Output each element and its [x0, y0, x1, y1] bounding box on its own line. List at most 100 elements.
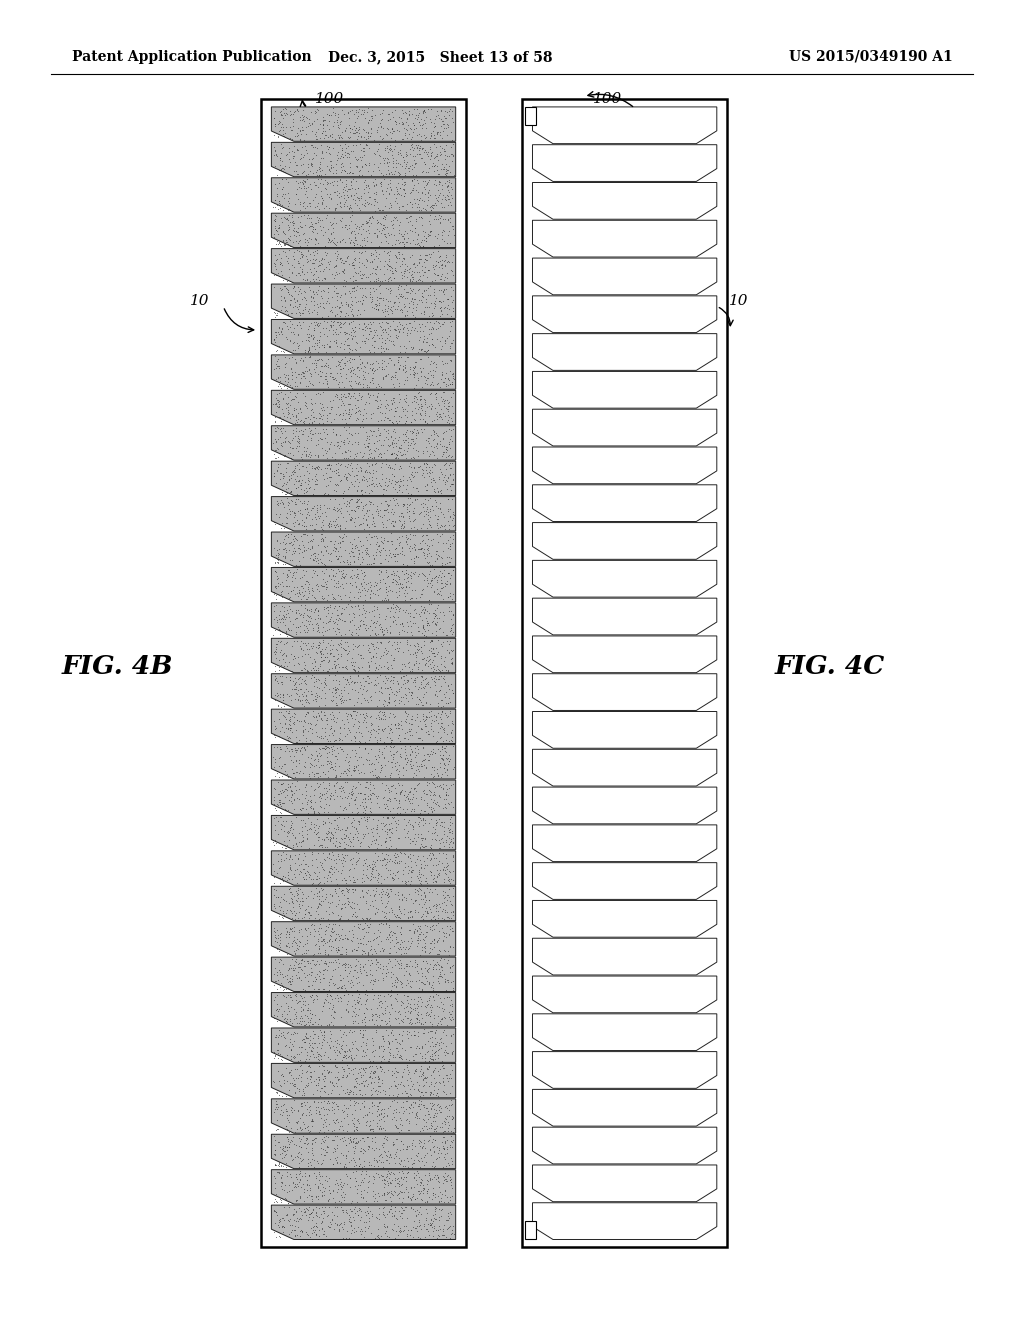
Point — [410, 370, 426, 391]
Point — [386, 851, 402, 873]
Point — [324, 1130, 340, 1151]
Point — [353, 1085, 370, 1106]
Point — [330, 516, 346, 537]
Point — [332, 1019, 348, 1040]
Point — [383, 256, 399, 277]
Point — [284, 780, 300, 801]
Point — [372, 1015, 388, 1036]
Point — [411, 969, 427, 990]
Point — [268, 862, 285, 883]
Point — [289, 125, 305, 147]
Point — [328, 1110, 344, 1131]
Point — [384, 301, 400, 322]
Point — [369, 226, 385, 247]
Point — [342, 141, 358, 162]
Point — [428, 830, 444, 851]
Point — [390, 458, 407, 479]
Point — [358, 428, 375, 449]
Point — [344, 271, 360, 292]
Point — [301, 1014, 317, 1035]
Point — [365, 99, 381, 120]
Point — [385, 1184, 401, 1205]
Point — [294, 949, 310, 970]
Point — [278, 714, 294, 735]
Point — [326, 1102, 342, 1123]
Point — [330, 894, 346, 915]
Point — [415, 829, 431, 850]
Point — [439, 1121, 456, 1142]
Point — [348, 154, 365, 176]
Point — [374, 271, 390, 292]
Point — [411, 863, 427, 884]
Point — [287, 904, 303, 925]
Point — [308, 1127, 325, 1148]
Point — [437, 863, 454, 884]
Point — [348, 968, 365, 989]
Point — [296, 362, 312, 383]
Point — [318, 931, 335, 952]
Point — [310, 457, 327, 478]
Point — [431, 894, 447, 915]
Point — [371, 445, 387, 466]
Point — [346, 447, 362, 469]
Point — [387, 1175, 403, 1196]
Point — [306, 504, 323, 525]
Point — [360, 363, 377, 384]
Point — [338, 824, 354, 845]
Point — [436, 576, 453, 597]
Point — [319, 1119, 336, 1140]
Point — [344, 983, 360, 1005]
Point — [369, 531, 385, 552]
Point — [404, 437, 421, 458]
Point — [408, 1044, 424, 1065]
Point — [271, 1104, 288, 1125]
Point — [420, 673, 436, 694]
Point — [342, 610, 358, 631]
Point — [410, 381, 426, 403]
Point — [362, 587, 379, 609]
Point — [426, 409, 442, 430]
Point — [354, 479, 371, 500]
Point — [391, 599, 408, 620]
Point — [424, 623, 440, 644]
Point — [429, 1040, 445, 1061]
Point — [301, 1105, 317, 1126]
Point — [392, 211, 409, 232]
Point — [287, 568, 303, 589]
Point — [321, 597, 337, 618]
Point — [347, 444, 364, 465]
Point — [439, 176, 456, 197]
Point — [279, 329, 295, 350]
Point — [418, 709, 434, 730]
Point — [414, 207, 430, 228]
Point — [412, 403, 428, 424]
Point — [373, 1010, 389, 1031]
Point — [417, 198, 433, 219]
Point — [369, 818, 385, 840]
Point — [420, 172, 436, 193]
Point — [271, 737, 288, 758]
Point — [442, 907, 459, 928]
Point — [331, 1068, 347, 1089]
Point — [427, 471, 443, 492]
Point — [428, 496, 444, 517]
Point — [331, 727, 347, 748]
Point — [332, 286, 348, 308]
Point — [307, 219, 324, 240]
Point — [280, 718, 296, 739]
Point — [307, 1069, 324, 1090]
Point — [384, 387, 400, 408]
Point — [310, 213, 327, 234]
Point — [431, 545, 447, 566]
Point — [412, 1133, 428, 1154]
Point — [291, 1197, 307, 1218]
Point — [421, 779, 437, 800]
Point — [432, 810, 449, 832]
Point — [390, 429, 407, 450]
Point — [299, 1068, 315, 1089]
Point — [338, 294, 354, 315]
Point — [422, 98, 438, 119]
Point — [370, 899, 386, 920]
Point — [292, 1170, 308, 1191]
Point — [313, 853, 330, 874]
